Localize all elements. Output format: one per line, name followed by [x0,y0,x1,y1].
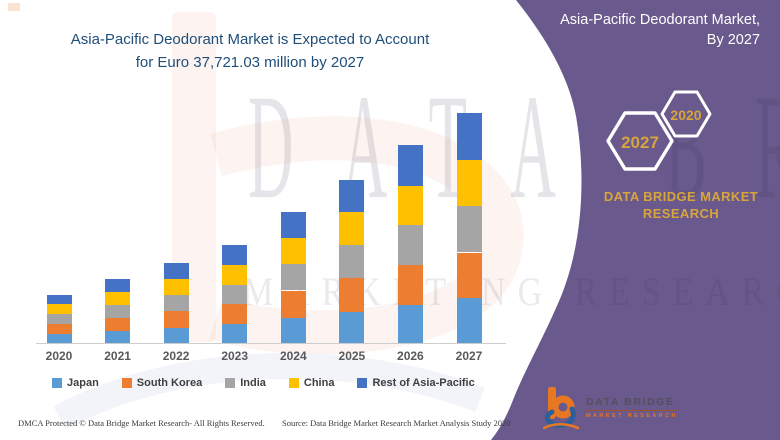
legend-item-south-korea: South Korea [121,377,203,389]
watermark-text-marketing-research: MARKETING RESEARCH [243,269,780,314]
brand-wordmark-line2: RESEARCH [642,206,720,221]
chart-headline: Asia-Pacific Deodorant Market is Expecte… [30,28,470,74]
databridge-logo: DATA BRIDGE MARKET RESEARCH [543,387,678,431]
legend-label: Rest of Asia-Pacific [372,377,475,389]
legend-swatch [121,378,132,388]
legend-label: South Korea [136,377,203,389]
brand-wordmark: DATA BRIDGE MARKET RESEARCH [576,188,780,222]
legend-item-japan: Japan [52,377,99,389]
legend-label: Japan [67,377,99,389]
databridge-logo-name: DATA BRIDGE [586,396,678,411]
x-axis-line [36,343,506,344]
corner-mark [8,3,20,11]
chart-legend: Japan South Korea India China Rest of Asia-P… [52,375,475,391]
watermark-logo-stem [172,12,216,342]
legend-swatch [52,378,62,388]
databridge-logo-icon [543,387,580,430]
legend-item-rest-of-asia-pacific: Rest of Asia-Pacific [357,377,475,389]
legend-swatch [357,378,368,388]
brand-wordmark-line1: DATA BRIDGE MARKET [603,189,759,204]
watermark-logo-bowl [209,116,524,355]
legend-label: India [240,377,266,389]
watermark-logo [53,12,524,430]
chart-headline-line2: for Euro 37,721.03 million by 2027 [135,54,365,71]
panel-title: Asia-Pacific Deodorant Market, By 2027 [440,10,760,50]
legend-item-china: China [288,377,335,389]
legend-item-india: India [225,377,266,389]
chart-headline-line1: Asia-Pacific Deodorant Market is Expecte… [70,31,430,48]
watermark-logo-swoosh [53,352,485,430]
databridge-logo-subtitle: MARKET RESEARCH [586,413,678,419]
legend-swatch [225,378,236,388]
legend-label: China [303,377,335,389]
databridge-logo-text: DATA BRIDGE MARKET RESEARCH [586,387,678,419]
legend-swatch [288,378,299,388]
panel-title-line1: Asia-Pacific Deodorant Market, [560,12,760,28]
panel-title-line2: By 2027 [706,32,760,48]
footer-source: Source: Data Bridge Market Research Mark… [282,418,511,428]
footer-copyright: DMCA Protected © Data Bridge Market Rese… [18,418,265,428]
